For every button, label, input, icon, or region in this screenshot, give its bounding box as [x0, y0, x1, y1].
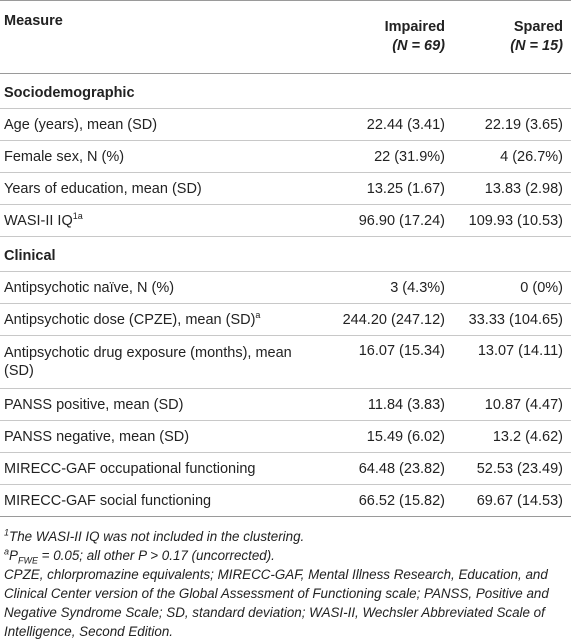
header-spared-n: (N = 15): [510, 38, 563, 54]
section-header-clinical: Clinical: [0, 236, 571, 272]
table-row: MIRECC-GAF occupational functioning 64.4…: [0, 452, 571, 485]
row-label: PANSS positive, mean (SD): [0, 388, 313, 421]
table-row: WASI-II IQ1a 96.90 (17.24) 109.93 (10.53…: [0, 204, 571, 237]
row-label: Antipsychotic naïve, N (%): [0, 271, 313, 304]
footnote-abbreviations: CPZE, chlorpromazine equivalents; MIRECC…: [4, 567, 549, 639]
row-impaired: 15.49 (6.02): [313, 420, 453, 453]
table-row: Antipsychotic naïve, N (%) 3 (4.3%) 0 (0…: [0, 271, 571, 304]
footnote-1-text: The WASI-II IQ was not included in the c…: [9, 529, 305, 544]
section-header-sociodemographic: Sociodemographic: [0, 74, 571, 109]
row-label: WASI-II IQ: [4, 212, 73, 229]
table-row: Age (years), mean (SD) 22.44 (3.41) 22.1…: [0, 108, 571, 141]
header-spared-title: Spared: [513, 19, 563, 35]
row-spared: 52.53 (23.49): [453, 452, 571, 485]
data-table: Measure Impaired (N = 69) Spared (N = 15…: [0, 0, 571, 517]
row-label-cell: WASI-II IQ1a: [0, 204, 313, 237]
row-label: Antipsychotic dose (CPZE), mean (SD): [4, 311, 256, 328]
footnote-a-sub: FWE: [17, 555, 38, 566]
row-spared: 22.19 (3.65): [453, 108, 571, 141]
row-impaired: 96.90 (17.24): [313, 204, 453, 237]
row-spared: 13.83 (2.98): [453, 172, 571, 205]
header-measure: Measure: [0, 0, 313, 74]
table-row: Antipsychotic dose (CPZE), mean (SD)a 24…: [0, 303, 571, 336]
row-impaired: 66.52 (15.82): [313, 484, 453, 517]
row-label-sup: a: [255, 309, 261, 320]
header-impaired-n: (N = 69): [392, 38, 445, 54]
row-impaired: 13.25 (1.67): [313, 172, 453, 205]
row-label: MIRECC-GAF social functioning: [0, 484, 313, 517]
row-impaired: 11.84 (3.83): [313, 388, 453, 421]
row-impaired: 22.44 (3.41): [313, 108, 453, 141]
footnote-1: 1The WASI-II IQ was not included in the …: [4, 527, 563, 546]
row-label: MIRECC-GAF occupational functioning: [0, 452, 313, 485]
table-row: Years of education, mean (SD) 13.25 (1.6…: [0, 172, 571, 205]
header-row: Measure Impaired (N = 69) Spared (N = 15…: [0, 0, 571, 74]
row-label: PANSS negative, mean (SD): [0, 420, 313, 453]
row-label-sup: 1a: [72, 210, 83, 221]
header-impaired: Impaired (N = 69): [313, 0, 453, 74]
row-spared: 0 (0%): [453, 271, 571, 304]
header-impaired-title: Impaired: [384, 19, 445, 35]
row-impaired: 3 (4.3%): [313, 271, 453, 304]
footnote-1-marker: 1: [4, 527, 10, 538]
row-spared: 10.87 (4.47): [453, 388, 571, 421]
footnote-a-p: P: [9, 548, 18, 563]
footnote-a-text: = 0.05; all other P > 0.17 (uncorrected)…: [37, 548, 275, 563]
row-impaired: 16.07 (15.34): [313, 335, 453, 389]
row-label: Years of education, mean (SD): [0, 172, 313, 205]
row-spared: 13.07 (14.11): [453, 335, 571, 389]
section-title: Sociodemographic: [4, 85, 135, 101]
section-title: Clinical: [0, 236, 571, 272]
row-spared: 69.67 (14.53): [453, 484, 571, 517]
row-label-cell: Antipsychotic dose (CPZE), mean (SD)a: [0, 303, 313, 336]
row-spared: 109.93 (10.53): [453, 204, 571, 237]
table-row: PANSS negative, mean (SD) 15.49 (6.02) 1…: [0, 420, 571, 453]
table-row: PANSS positive, mean (SD) 11.84 (3.83) 1…: [0, 388, 571, 421]
row-impaired: 22 (31.9%): [313, 140, 453, 173]
row-spared: 33.33 (104.65): [453, 303, 571, 336]
table-footnotes: 1The WASI-II IQ was not included in the …: [0, 517, 571, 641]
row-spared: 13.2 (4.62): [453, 420, 571, 453]
row-spared: 4 (26.7%): [453, 140, 571, 173]
footnote-a: aPFWE = 0.05; all other P > 0.17 (uncorr…: [4, 546, 563, 565]
row-label: Age (years), mean (SD): [0, 108, 313, 141]
header-spared: Spared (N = 15): [453, 0, 571, 74]
row-impaired: 244.20 (247.12): [313, 303, 453, 336]
table-row: Antipsychotic drug exposure (months), me…: [0, 335, 571, 389]
table-row: MIRECC-GAF social functioning 66.52 (15.…: [0, 484, 571, 517]
row-impaired: 64.48 (23.82): [313, 452, 453, 485]
row-label: Female sex, N (%): [0, 140, 313, 173]
footnote-a-marker: a: [4, 546, 10, 557]
row-label: Antipsychotic drug exposure (months), me…: [0, 335, 313, 389]
table-row: Female sex, N (%) 22 (31.9%) 4 (26.7%): [0, 140, 571, 173]
